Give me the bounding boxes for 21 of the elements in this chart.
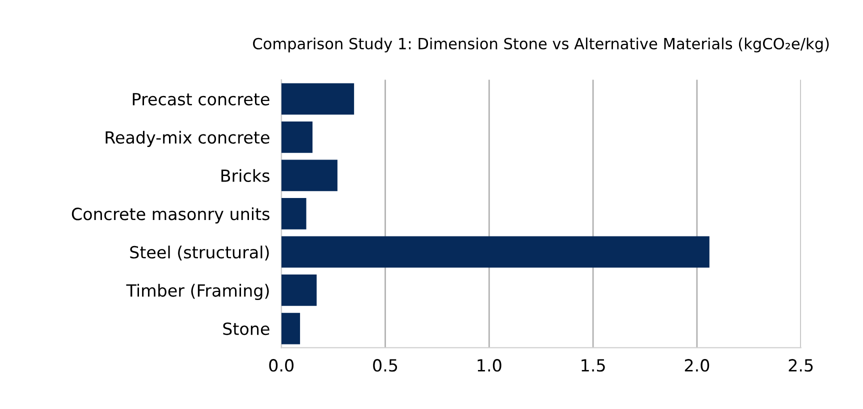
x-tick-label: 2.0: [684, 359, 710, 372]
y-tick-label: Concrete masonry units: [72, 207, 270, 224]
y-tick-label: Timber (Framing): [126, 284, 269, 300]
y-tick-label: Stone: [223, 322, 270, 336]
y-tick-label: Precast concrete: [132, 93, 270, 106]
bar: [281, 274, 317, 306]
bar: [281, 83, 354, 115]
bar: [281, 198, 306, 230]
bar: [281, 121, 313, 153]
x-tick-label: 1.5: [582, 359, 605, 372]
y-tick-label: Steel (structural): [130, 246, 269, 261]
y-tick-label: Bricks: [221, 169, 270, 182]
x-tick-label: 0.0: [269, 359, 294, 372]
chart-title: Comparison Study 1: Dimension Stone vs Alternative Materials (kgCO₂e/kg): [253, 38, 829, 52]
x-tick-label: 1.0: [478, 359, 502, 372]
x-tick-label: 0.5: [373, 359, 398, 372]
x-tick-label: 2.5: [788, 359, 813, 372]
bar: [281, 160, 338, 192]
bar: [281, 312, 300, 344]
bar: [281, 236, 710, 268]
y-tick-label: Ready-mix concrete: [106, 130, 270, 147]
